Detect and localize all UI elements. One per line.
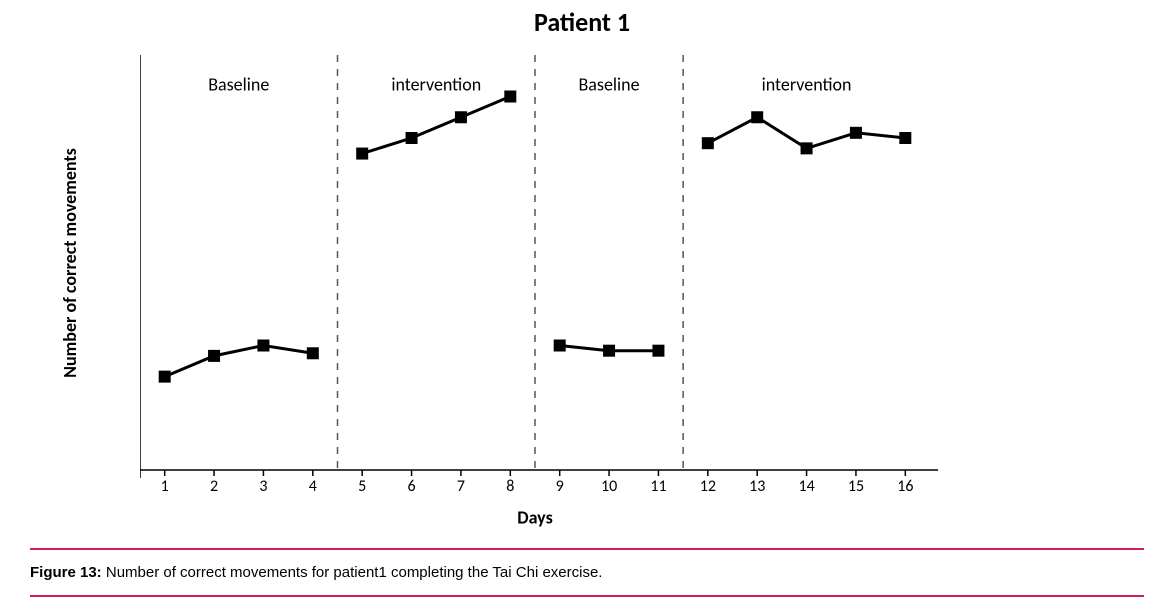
series-marker-phase2-baseline: [603, 345, 615, 357]
x-tick-label: 8: [506, 477, 514, 496]
series-marker-phase1-intervention: [356, 148, 368, 160]
y-axis-label: Number of correct movements: [59, 148, 81, 378]
x-axis-label: Days: [517, 507, 553, 529]
x-tick-label: 13: [749, 477, 765, 496]
x-tick-label: 1: [161, 477, 169, 496]
x-tick-label: 2: [210, 477, 218, 496]
caption-rule-bottom: [30, 595, 1144, 597]
caption-rule-top: [30, 548, 1144, 550]
series-marker-phase1-intervention: [504, 91, 516, 103]
series-marker-phase1-baseline: [257, 340, 269, 352]
x-tick-label: 3: [259, 477, 267, 496]
caption-block: Figure 13: Number of correct movements f…: [30, 540, 1144, 605]
series-marker-phase2-intervention: [702, 137, 714, 149]
series-marker-phase1-baseline: [159, 371, 171, 383]
caption-figure-label: Figure 13:: [30, 564, 102, 581]
series-line-phase1-intervention: [362, 97, 510, 154]
x-tick-label: 4: [309, 477, 317, 496]
x-tick-label: 16: [897, 477, 913, 496]
x-tick-label: 9: [556, 477, 564, 496]
series-marker-phase2-intervention: [850, 127, 862, 139]
series-marker-phase1-intervention: [455, 111, 467, 123]
series-marker-phase2-baseline: [652, 345, 664, 357]
chart-title: Patient 1: [0, 6, 1164, 38]
series-marker-phase2-intervention: [899, 132, 911, 144]
phase-label: intervention: [762, 73, 852, 95]
plot-area: 0102030405060708012345678910111213141516…: [140, 55, 930, 530]
phase-label: Baseline: [208, 73, 269, 95]
x-tick-label: 5: [358, 477, 366, 496]
x-tick-label: 15: [848, 477, 864, 496]
x-tick-label: 10: [601, 477, 617, 496]
series-marker-phase2-intervention: [801, 142, 813, 154]
series-marker-phase1-intervention: [406, 132, 418, 144]
x-tick-label: 6: [408, 477, 416, 496]
caption-text: Figure 13: Number of correct movements f…: [30, 558, 1144, 587]
figure-root: Patient 1 010203040506070801234567891011…: [0, 0, 1164, 601]
series-marker-phase2-intervention: [751, 111, 763, 123]
x-tick-label: 11: [650, 477, 666, 496]
phase-label: intervention: [391, 73, 481, 95]
series-marker-phase1-baseline: [307, 347, 319, 359]
chart-svg: 0102030405060708012345678910111213141516…: [140, 55, 990, 530]
x-tick-label: 12: [700, 477, 716, 496]
caption-body: Number of correct movements for patient1…: [102, 564, 603, 581]
series-line-phase1-baseline: [165, 346, 313, 377]
series-marker-phase2-baseline: [554, 340, 566, 352]
phase-label: Baseline: [579, 73, 640, 95]
x-tick-label: 14: [798, 477, 814, 496]
series-marker-phase1-baseline: [208, 350, 220, 362]
x-tick-label: 7: [457, 477, 465, 496]
